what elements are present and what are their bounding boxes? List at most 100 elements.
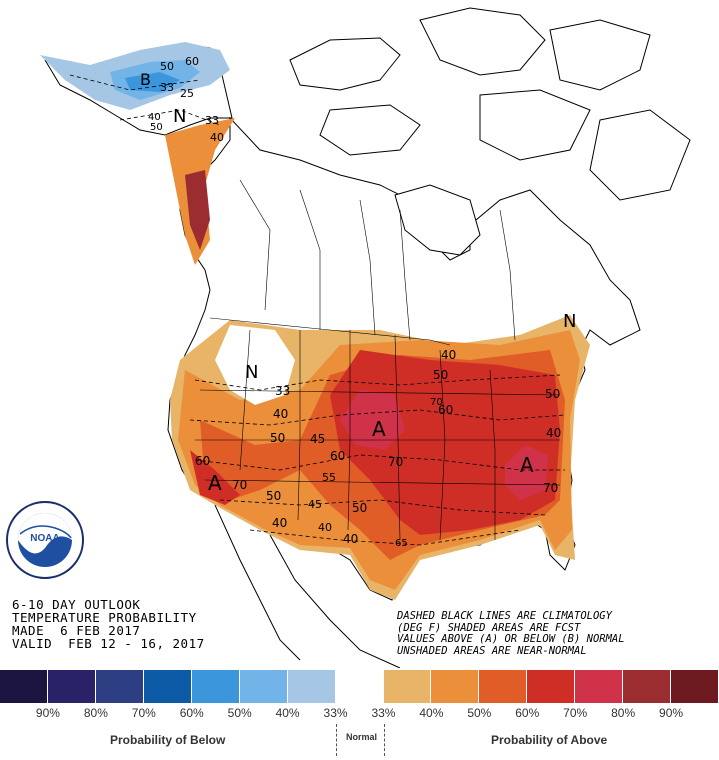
province-border [499, 209, 516, 341]
contour-label: 25 [180, 87, 194, 100]
contour-label: 50 [352, 501, 367, 515]
legend-swatch [0, 670, 48, 703]
mexico-coast [214, 504, 301, 661]
above-label: A [372, 417, 386, 441]
legend-swatch [527, 670, 576, 703]
legend-swatch [479, 670, 528, 703]
legend-swatch [671, 670, 719, 703]
contour-label: 40 [148, 112, 161, 123]
contour-label: 40 [318, 521, 332, 534]
state-border [489, 369, 496, 540]
above-60-southwest [190, 450, 240, 505]
below-alaska-core [125, 72, 180, 92]
legend-tick-label: 60% [179, 706, 204, 720]
legend-tick-label: 60% [515, 706, 540, 720]
legend-tick-label: 70% [131, 706, 156, 720]
made-date: MADE 6 FEB 2017 [12, 623, 141, 638]
above-alaska-panhandle-inner [185, 170, 210, 250]
legend-tick-label: 90% [35, 706, 60, 720]
map-notes: DASHED BLACK LINES ARE CLIMATOLOGY (DEG F… [397, 610, 625, 657]
above-category-label: Probability of Above [491, 733, 608, 747]
province-border [239, 179, 271, 311]
normal-label: N [563, 311, 576, 332]
normal-label: N [173, 106, 186, 127]
below-category-label: Probability of Below [110, 733, 226, 747]
outlook-subtitle: TEMPERATURE PROBABILITY [12, 610, 197, 625]
contour-label: 33 [205, 114, 219, 127]
above-label: A [520, 453, 534, 477]
legend-tick-label: 80% [611, 706, 636, 720]
normal-divider [336, 724, 337, 756]
contour-label: 50 [266, 489, 281, 503]
temperature-outlook-map: A A A N N N B 33 40 50 60 70 40 50 60 70… [40, 7, 691, 668]
contour-label: 50 [270, 431, 285, 445]
contour-label: 55 [322, 471, 336, 484]
outlook-title: 6-10 DAY OUTLOOK [12, 597, 141, 612]
state-border [199, 389, 561, 396]
legend-swatch [335, 670, 384, 703]
contour-label: 40 [546, 426, 561, 440]
legend-swatch [575, 670, 624, 703]
contour-label: 60 [195, 454, 210, 468]
below-label: B [140, 70, 151, 89]
normal-category-label: Normal [346, 732, 378, 742]
arctic-island [549, 19, 651, 91]
probability-shading [40, 42, 590, 600]
contour-label: 70 [388, 455, 403, 469]
legend-swatch [95, 670, 144, 703]
contour-label: 45 [308, 498, 322, 511]
contour-label: 50 [150, 122, 163, 133]
legend-swatch [431, 670, 480, 703]
contour-label: 60 [438, 403, 453, 417]
arctic-island [589, 109, 691, 201]
note-line: (DEG F) SHADED AREAS ARE FCST [397, 621, 581, 634]
arctic-island [289, 37, 401, 91]
contour-label: 40 [343, 532, 358, 546]
contour-label: 70 [543, 481, 558, 495]
hudson-bay [394, 184, 481, 256]
probability-legend [0, 670, 719, 703]
svg-text:NOAA: NOAA [30, 533, 59, 544]
legend-swatch [47, 670, 96, 703]
state-border [239, 329, 251, 471]
contour-label: 33 [275, 384, 290, 398]
province-border [299, 189, 321, 330]
legend-tick-label: 50% [227, 706, 252, 720]
noaa-logo: NOAA [6, 501, 84, 579]
arctic-island [319, 104, 421, 156]
outlook-title-block: 6-10 DAY OUTLOOK TEMPERATURE PROBABILITY M… [12, 598, 205, 650]
legend-swatch [287, 670, 336, 703]
contour-label: 40 [441, 348, 456, 362]
legend-tick-label: 33% [323, 706, 348, 720]
state-border [204, 479, 561, 486]
province-border [399, 209, 411, 341]
legend-tick-label: 90% [659, 706, 684, 720]
above-70-north-plains [340, 390, 405, 450]
arctic-island [419, 7, 546, 76]
note-line: VALUES ABOVE (A) OR BELOW (B) NORMAL [397, 633, 625, 645]
legend-tick-label: 70% [563, 706, 588, 720]
contour-label: 70 [232, 478, 247, 492]
legend-tick-label: 40% [419, 706, 444, 720]
normal-divider [384, 724, 385, 756]
valid-dates: VALID FEB 12 - 16, 2017 [12, 636, 205, 651]
legend-tick-label: 50% [467, 706, 492, 720]
above-label: A [208, 471, 222, 495]
contour-label: 50 [545, 387, 560, 401]
legend-swatch [239, 670, 288, 703]
contour-label: 70 [430, 397, 443, 408]
legend-swatch [191, 670, 240, 703]
legend-swatch [143, 670, 192, 703]
contour-label: 50 [433, 368, 448, 382]
legend-swatch [623, 670, 672, 703]
above-70-southeast [505, 445, 548, 500]
contour-label: 33 [160, 81, 174, 94]
legend-ticks: 90% 80% 70% 60% 50% 40% 33% 33% 40% 50% 60% 70% 80% 9… [0, 706, 719, 722]
contour-label: 45 [310, 432, 325, 446]
note-line: UNSHADED AREAS ARE NEAR-NORMAL [397, 644, 587, 657]
mexico-coast [269, 534, 401, 668]
province-border [359, 199, 376, 336]
contour-label: 40 [210, 131, 224, 144]
legend-tick-label: 80% [83, 706, 108, 720]
arctic-island [479, 89, 591, 161]
